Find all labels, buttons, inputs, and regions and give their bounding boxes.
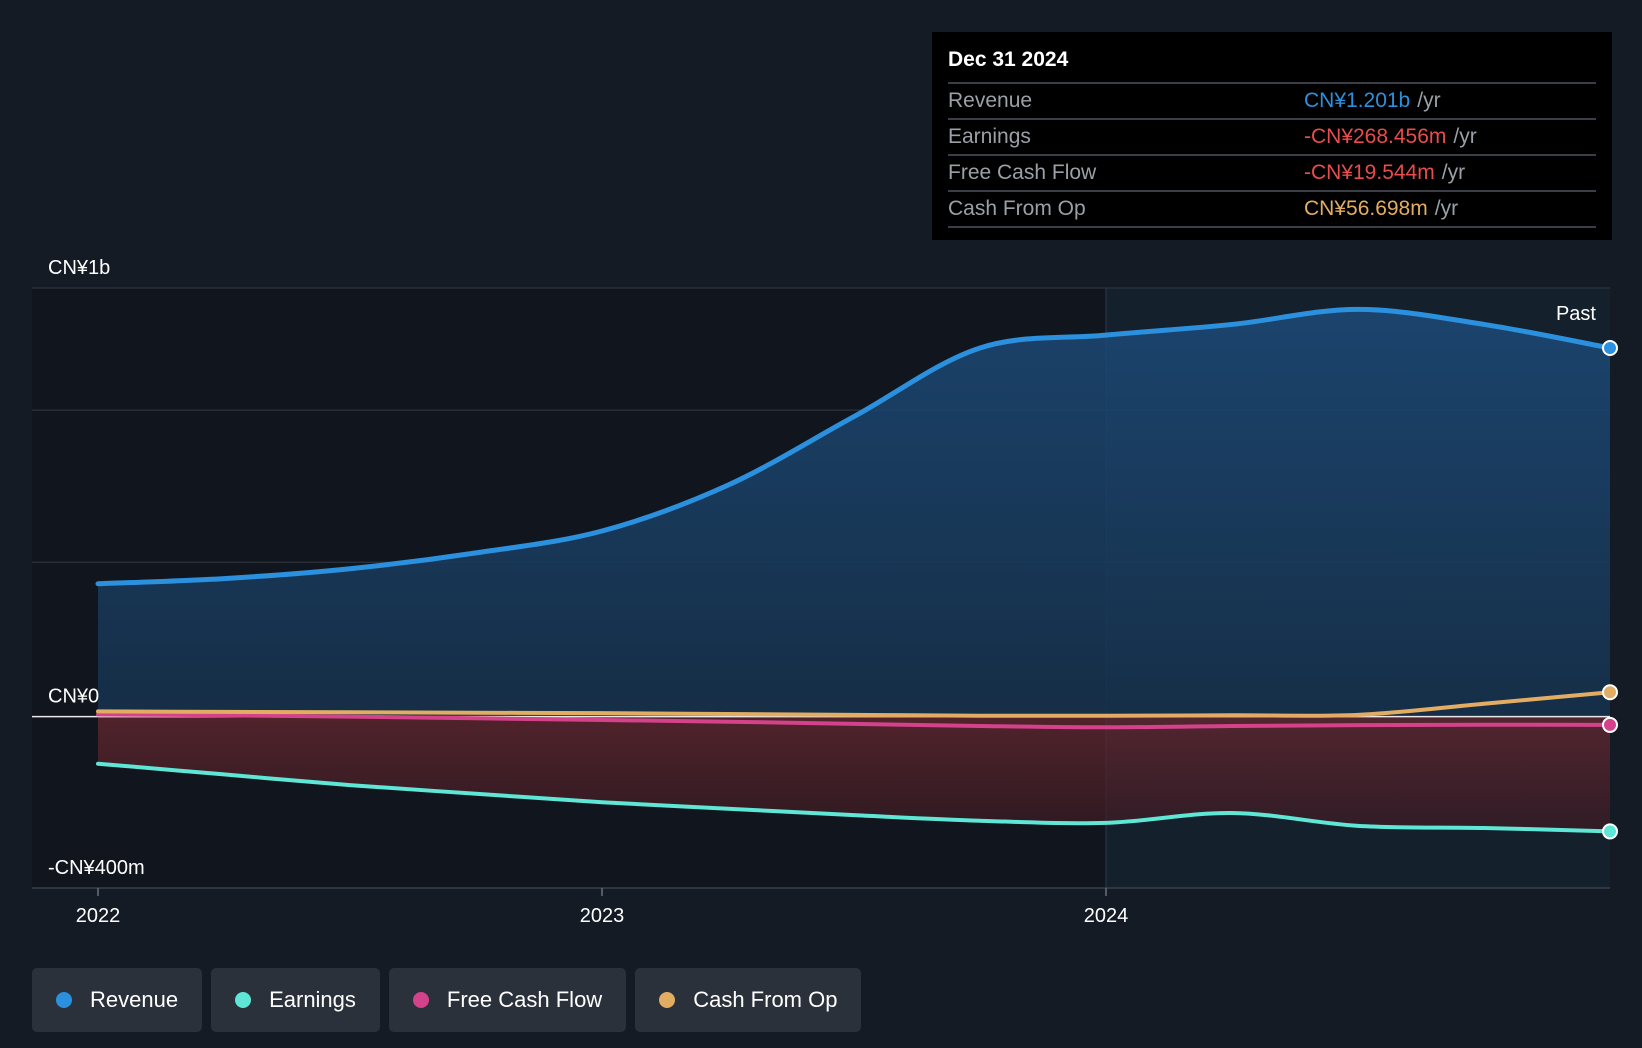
- tooltip-date: Dec 31 2024: [948, 48, 1069, 71]
- legend-label: Cash From Op: [693, 987, 838, 1012]
- tooltip-row-cash-from-op: Cash From Op CN¥56.698m /yr: [948, 190, 1596, 228]
- tooltip-label: Revenue: [948, 89, 1033, 112]
- tooltip-unit: /yr: [1434, 197, 1459, 220]
- legend-item-earnings[interactable]: Earnings: [211, 968, 380, 1032]
- y-tick-label: -CN¥400m: [48, 857, 145, 879]
- tooltip-label: Earnings: [948, 125, 1031, 148]
- tooltip-label: Free Cash Flow: [948, 161, 1097, 184]
- tooltip-row-revenue: Revenue CN¥1.201b /yr: [948, 82, 1596, 118]
- y-tick-label: CN¥1b: [48, 257, 110, 279]
- earnings-line: [96, 761, 1612, 834]
- tooltip-value: CN¥1.201b: [1304, 89, 1411, 112]
- tooltip-row-earnings: Earnings -CN¥268.456m /yr: [948, 118, 1596, 154]
- x-tick-label: 2022: [76, 905, 121, 927]
- free-cash-flow-dot-icon: [412, 992, 429, 1008]
- tooltip-label: Cash From Op: [948, 197, 1086, 220]
- legend-label: Earnings: [269, 987, 356, 1012]
- legend: Revenue Earnings Free Cash Flow Cash Fro…: [32, 968, 862, 1032]
- x-tick-label: 2023: [580, 905, 625, 927]
- free-cash-flow-line: [96, 712, 1612, 730]
- legend-item-free-cash-flow[interactable]: Free Cash Flow: [388, 968, 627, 1032]
- legend-label: Free Cash Flow: [446, 987, 603, 1012]
- tooltip-value: -CN¥19.544m: [1304, 161, 1435, 184]
- cash-from-op-end-point: [1602, 684, 1618, 701]
- y-tick-label: CN¥0: [48, 686, 99, 708]
- revenue-area: [98, 309, 1610, 717]
- revenue-dot-icon: [56, 992, 72, 1008]
- legend-item-cash-from-op[interactable]: Cash From Op: [635, 968, 862, 1032]
- revenue-line: [95, 306, 1613, 587]
- cash-from-op-dot-icon: [659, 992, 676, 1008]
- legend-label: Revenue: [90, 987, 179, 1012]
- legend-item-revenue[interactable]: Revenue: [32, 968, 203, 1032]
- cash-from-op-line: [96, 690, 1612, 718]
- earnings-end-point: [1602, 823, 1618, 840]
- tooltip-value: CN¥56.698m: [1304, 197, 1428, 220]
- earnings-area: [98, 716, 1610, 832]
- tooltip-unit: /yr: [1441, 161, 1466, 184]
- tooltip-row-free-cash-flow: Free Cash Flow -CN¥19.544m /yr: [948, 154, 1596, 190]
- revenue-end-point: [1602, 340, 1618, 356]
- x-tick-label: 2024: [1084, 905, 1129, 927]
- tooltip-value: -CN¥268.456m: [1304, 125, 1447, 148]
- earnings-dot-icon: [235, 992, 252, 1008]
- past-label: Past: [1556, 303, 1596, 325]
- tooltip-unit: /yr: [1417, 89, 1441, 112]
- tooltip: Dec 31 2024 Revenue CN¥1.201b /yr Earnin…: [932, 32, 1612, 240]
- free-cash-flow-end-point: [1602, 716, 1618, 733]
- tooltip-unit: /yr: [1453, 125, 1477, 148]
